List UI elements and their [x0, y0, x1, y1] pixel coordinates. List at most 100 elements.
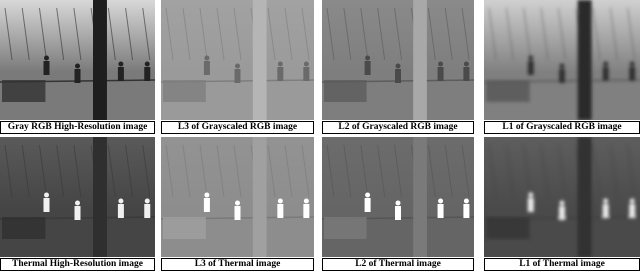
person-head	[438, 198, 444, 204]
scene	[0, 137, 155, 257]
branch	[182, 144, 191, 198]
person-body	[364, 61, 371, 75]
bench	[324, 80, 367, 102]
bench	[486, 217, 530, 239]
person-body	[437, 67, 444, 81]
person-head	[44, 192, 49, 198]
scene	[0, 0, 155, 120]
branch	[461, 7, 470, 61]
tree-trunk	[413, 0, 427, 120]
branch	[505, 144, 514, 198]
panel-image	[322, 137, 474, 257]
person-head	[603, 198, 609, 204]
branch	[182, 7, 191, 61]
tree-trunk	[252, 137, 267, 257]
branch	[444, 7, 453, 61]
person-body	[117, 67, 124, 81]
person-head	[559, 200, 565, 206]
tree-trunk	[252, 0, 267, 120]
branch	[301, 7, 310, 61]
branch	[343, 144, 352, 198]
bench	[2, 80, 46, 102]
person-body	[144, 67, 151, 81]
branch	[73, 144, 82, 198]
branch	[267, 7, 276, 61]
bench	[486, 80, 530, 102]
caption: L1 of Thermal image	[484, 258, 640, 271]
person-head	[75, 63, 80, 69]
person-body	[303, 204, 310, 218]
branch	[267, 144, 276, 198]
person-head	[277, 198, 283, 204]
branch	[56, 144, 65, 198]
bench	[163, 80, 206, 102]
branch	[540, 144, 549, 198]
branch	[216, 144, 225, 198]
person-body	[74, 206, 81, 220]
branch	[540, 7, 549, 61]
panel-image	[161, 137, 314, 257]
branch	[394, 144, 403, 198]
branch	[233, 7, 242, 61]
branch	[557, 144, 566, 198]
person-head	[365, 55, 371, 61]
person-head	[303, 198, 309, 204]
scene	[161, 0, 314, 120]
panel-image	[161, 0, 314, 120]
person-head	[629, 61, 635, 67]
branch	[609, 144, 618, 198]
branch	[394, 7, 403, 61]
person-body	[117, 204, 124, 218]
person-body	[277, 204, 284, 218]
scene	[322, 137, 474, 257]
branch	[4, 144, 13, 198]
person-head	[559, 63, 565, 69]
person-head	[204, 192, 210, 198]
panel-image	[484, 0, 640, 120]
branch	[284, 144, 293, 198]
person-body	[43, 61, 50, 75]
caption: L1 of Grayscaled RGB image	[484, 121, 640, 134]
branch	[360, 7, 369, 61]
person-head	[144, 198, 150, 204]
panel-image	[0, 0, 155, 120]
person-body	[437, 204, 444, 218]
person-body	[559, 206, 565, 220]
person-head	[603, 61, 609, 67]
person-head	[395, 200, 401, 206]
person-body	[527, 198, 534, 212]
branch	[233, 144, 242, 198]
branch	[609, 7, 618, 61]
person-head	[235, 200, 240, 206]
branch	[627, 7, 636, 61]
person-head	[629, 198, 635, 204]
tree-trunk	[93, 0, 107, 120]
person-head	[277, 61, 283, 67]
branch	[21, 7, 30, 61]
branch	[427, 144, 436, 198]
person-head	[204, 55, 210, 61]
person-head	[303, 61, 309, 67]
tree-trunk	[413, 137, 427, 257]
branch	[326, 144, 335, 198]
branch	[107, 7, 116, 61]
branch	[284, 7, 293, 61]
branch	[21, 144, 30, 198]
person-body	[43, 198, 50, 212]
person-head	[395, 63, 401, 69]
branch	[165, 7, 174, 61]
person-head	[118, 198, 124, 204]
branch	[199, 144, 208, 198]
branch	[301, 144, 310, 198]
branch	[557, 7, 566, 61]
branch	[125, 144, 134, 198]
branch	[199, 7, 208, 61]
branch	[107, 144, 116, 198]
person-body	[463, 67, 470, 81]
bench	[163, 217, 206, 239]
person-body	[395, 69, 401, 83]
person-body	[203, 61, 210, 75]
person-head	[463, 198, 469, 204]
person-body	[629, 204, 636, 218]
person-head	[528, 192, 534, 198]
